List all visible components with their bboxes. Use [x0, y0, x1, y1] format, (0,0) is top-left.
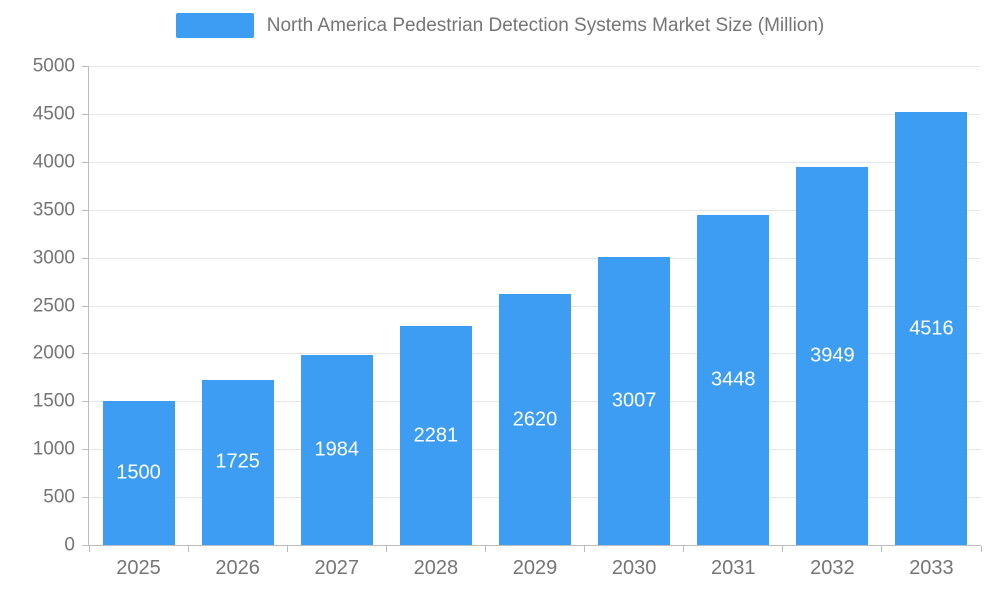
- bar: 1984: [300, 354, 373, 545]
- x-axis-tick: [187, 546, 189, 552]
- bar: 3007: [598, 256, 671, 545]
- x-axis-tick-label: 2026: [215, 557, 260, 579]
- bar: 2620: [499, 294, 571, 545]
- y-axis-tick: [82, 113, 88, 115]
- x-axis-tick: [286, 546, 288, 552]
- chart-title: North America Pedestrian Detection Syste…: [266, 14, 825, 36]
- x-axis-tick-label: 2032: [810, 557, 855, 579]
- bar-value-label: 1984: [314, 438, 360, 461]
- y-axis-tick-label: 5000: [32, 55, 75, 77]
- y-axis-tick-label: 1000: [32, 438, 75, 460]
- bar: 2281: [399, 326, 472, 545]
- bar: 3448: [697, 214, 770, 545]
- x-axis-tick-label: 2029: [512, 557, 558, 579]
- bar-value-label: 2281: [413, 424, 459, 447]
- legend-swatch-icon: [175, 13, 254, 38]
- x-axis-tick-label: 2025: [116, 557, 161, 579]
- y-axis-tick: [82, 161, 88, 163]
- y-axis-tick-label: 500: [43, 486, 75, 508]
- x-axis-tick-label: 2030: [611, 557, 657, 579]
- y-axis-tick-label: 1500: [32, 390, 75, 412]
- x-axis-tick: [484, 546, 486, 552]
- x-axis-tick: [782, 546, 784, 552]
- y-axis-tick: [82, 66, 88, 67]
- bar-value-label: 3949: [810, 344, 855, 367]
- y-axis-tick: [82, 449, 88, 451]
- bar: 4516: [895, 112, 968, 545]
- y-axis-tick-label: 2500: [32, 295, 75, 316]
- y-axis-tick-label: 0: [64, 534, 75, 556]
- y-axis-tick-label: 2000: [32, 342, 75, 364]
- y-axis-tick-label: 4500: [32, 103, 75, 125]
- y-axis-tick: [82, 305, 88, 307]
- bar-value-label: 1725: [215, 450, 260, 473]
- bar: 1725: [201, 379, 274, 545]
- bar-value-label: 2620: [512, 408, 558, 431]
- y-axis-tick: [82, 209, 88, 211]
- x-axis-tick-label: 2027: [314, 557, 360, 579]
- y-axis-tick-label: 3000: [32, 247, 75, 269]
- gridline: [89, 257, 981, 259]
- y-axis-tick: [82, 497, 88, 499]
- x-axis-tick: [683, 546, 685, 552]
- x-axis-tick-label: 2033: [909, 557, 954, 579]
- bar-value-label: 1500: [116, 461, 161, 484]
- y-axis-tick: [82, 353, 88, 355]
- bar: 3949: [796, 166, 869, 545]
- y-axis-tick-label: 3500: [32, 199, 75, 221]
- bar-value-label: 3448: [710, 368, 756, 391]
- gridline: [89, 161, 981, 163]
- bar-value-label: 3007: [611, 389, 657, 412]
- bar-value-label: 4516: [909, 317, 954, 340]
- y-axis-tick: [82, 257, 88, 259]
- x-axis-tick: [584, 546, 586, 552]
- gridline: [89, 66, 981, 67]
- x-axis-tick: [881, 546, 883, 552]
- gridline: [89, 113, 981, 115]
- y-axis-tick-label: 4000: [32, 151, 75, 173]
- plot-area: 0 500 1000 1500 2000 2500 3000 3500 4000 4500 5000…: [33, 57, 982, 578]
- legend-item[interactable]: North America Pedestrian Detection Syste…: [0, 13, 1000, 38]
- y-axis-tick: [82, 401, 88, 403]
- x-axis-tick: [88, 546, 90, 552]
- x-axis-tick: [980, 546, 982, 552]
- gridline: [89, 209, 981, 211]
- bar: 1500: [102, 401, 175, 545]
- x-axis-tick: [385, 546, 387, 552]
- x-axis-tick-label: 2031: [710, 557, 756, 579]
- x-axis-tick-label: 2028: [413, 557, 459, 579]
- y-axis-tick: [82, 545, 88, 546]
